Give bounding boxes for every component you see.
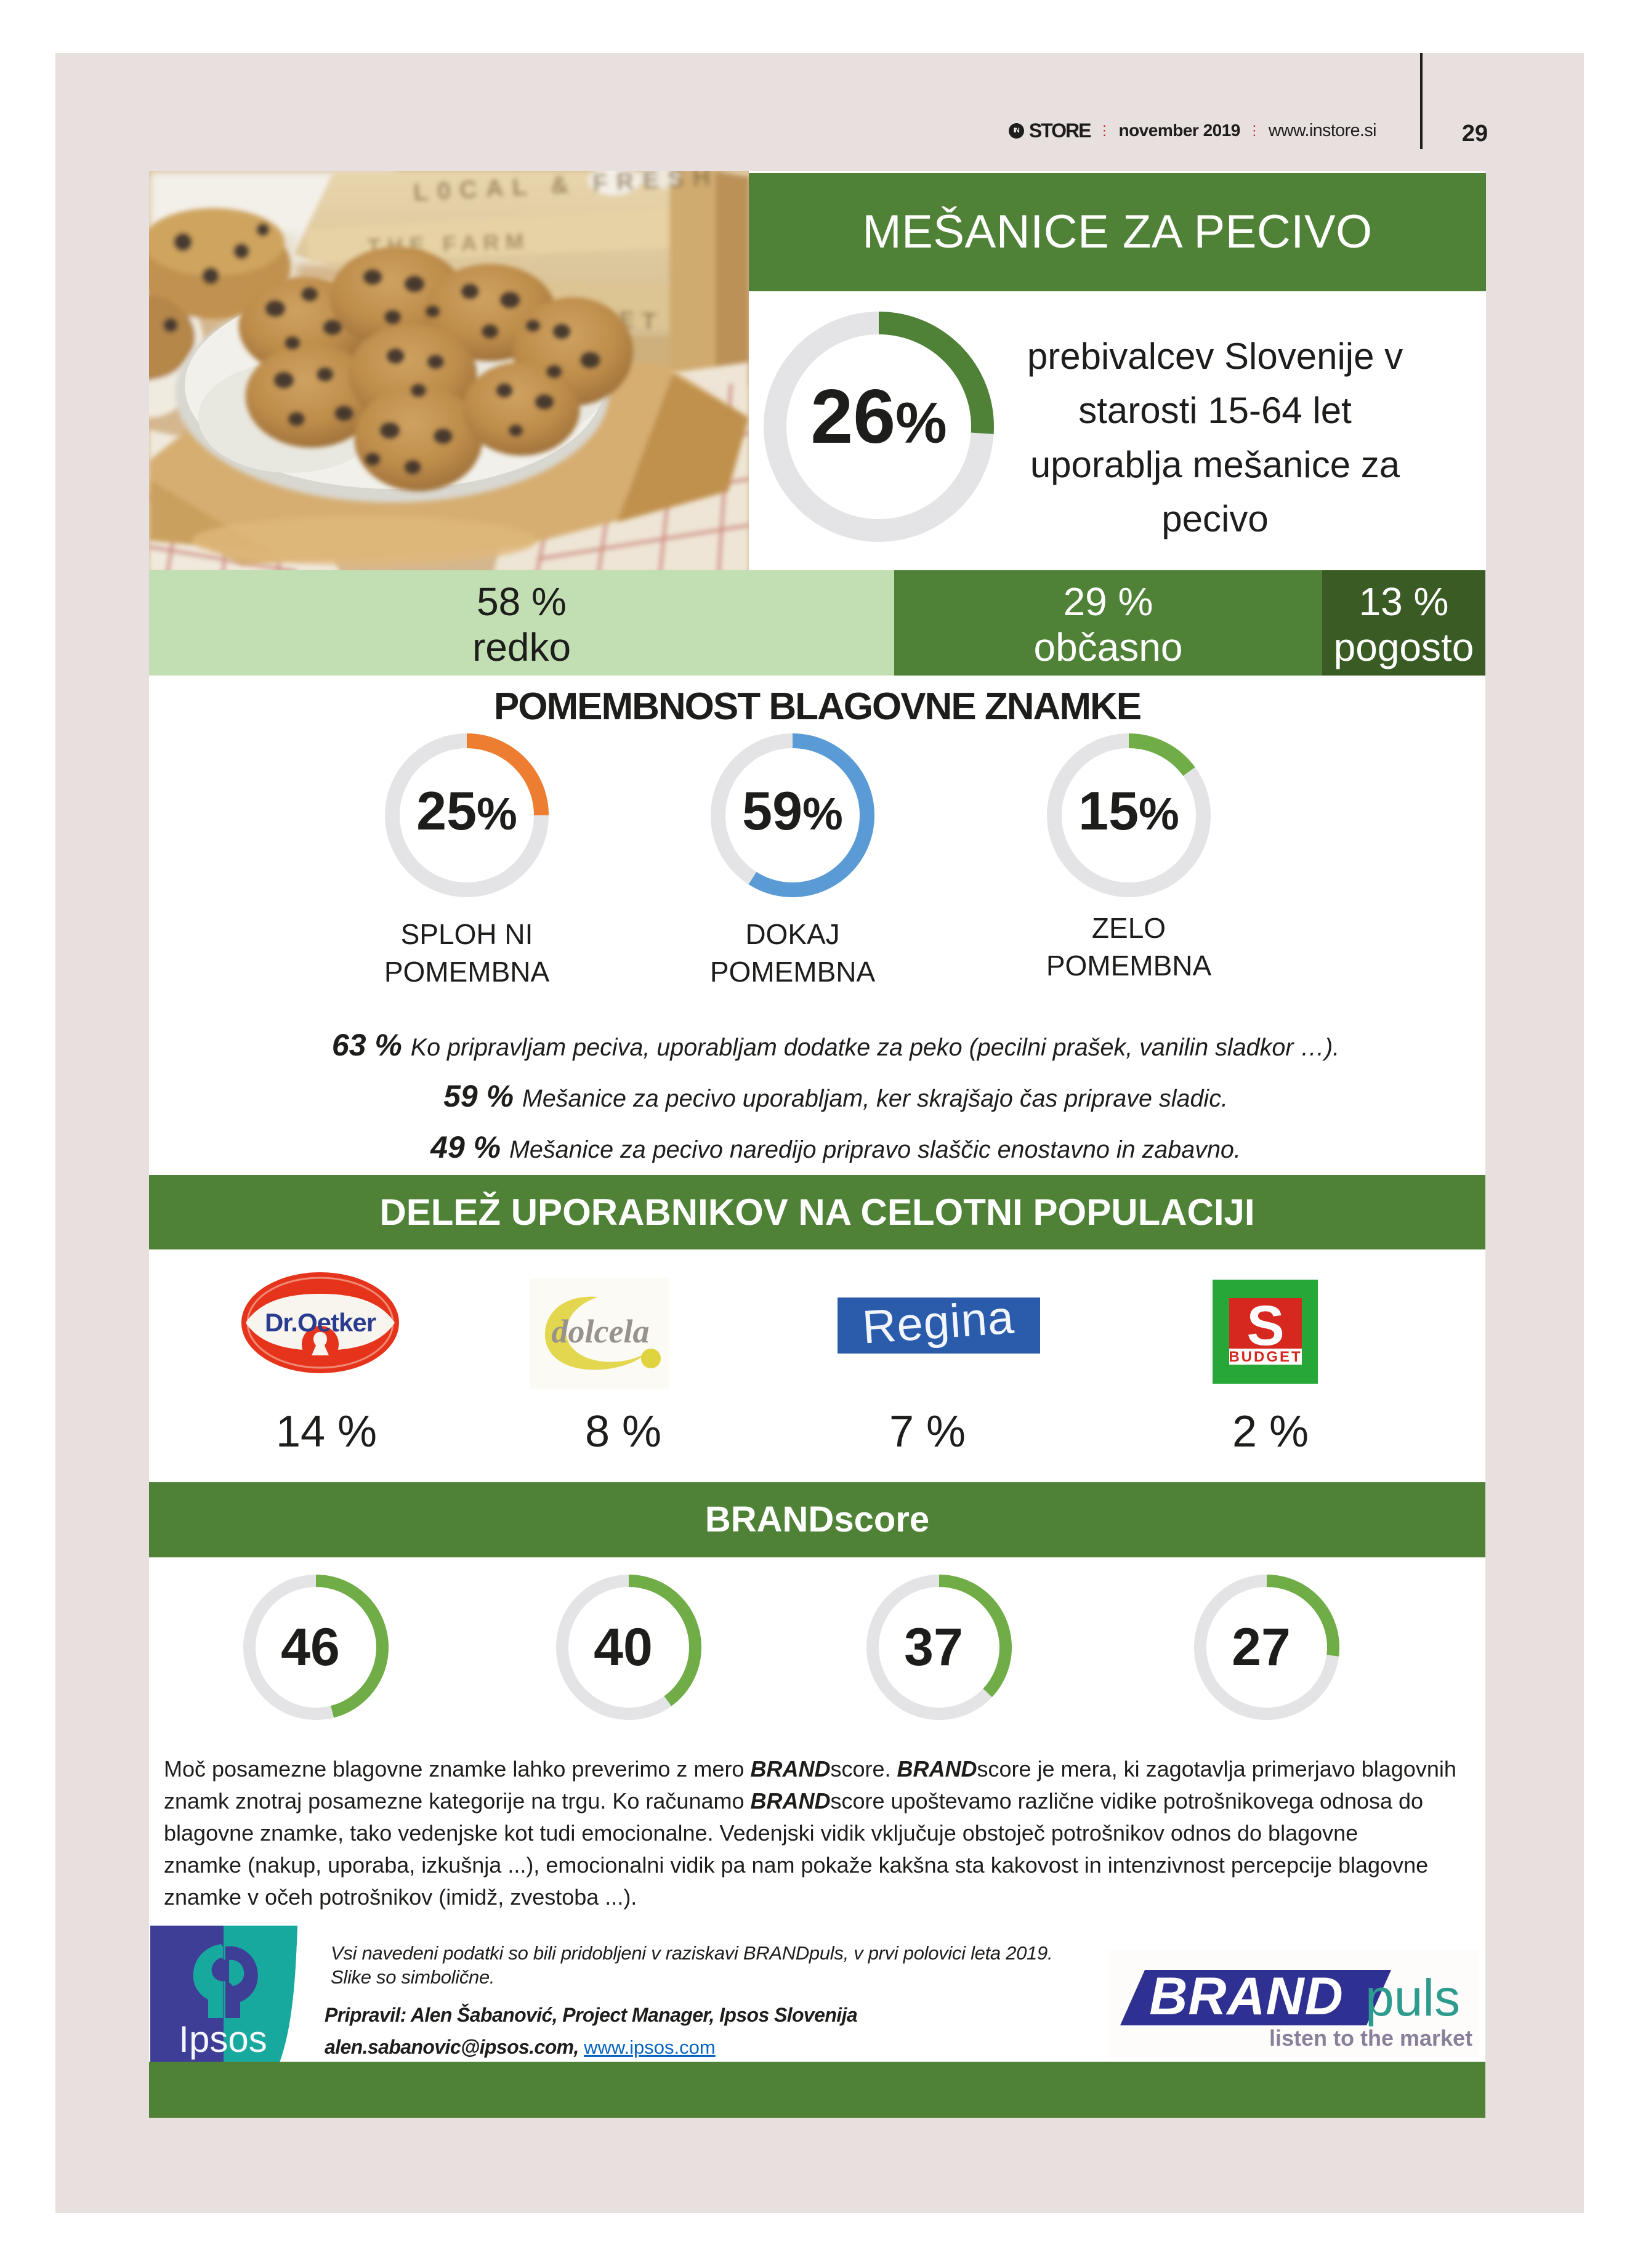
svg-text:Ipsos: Ipsos	[179, 2019, 267, 2060]
svg-text:listen to the market: listen to the market	[1269, 2025, 1472, 2051]
svg-text:BRAND: BRAND	[1149, 1967, 1344, 2026]
svg-text:dolcela: dolcela	[552, 1313, 650, 1350]
svg-text:BUDGET: BUDGET	[1229, 1349, 1302, 1365]
svg-text:puls: puls	[1365, 1969, 1460, 2027]
svg-text:S: S	[1246, 1294, 1284, 1357]
svg-text:Regina: Regina	[861, 1297, 1016, 1354]
svg-text:Dr.Oetker: Dr.Oetker	[265, 1308, 376, 1337]
